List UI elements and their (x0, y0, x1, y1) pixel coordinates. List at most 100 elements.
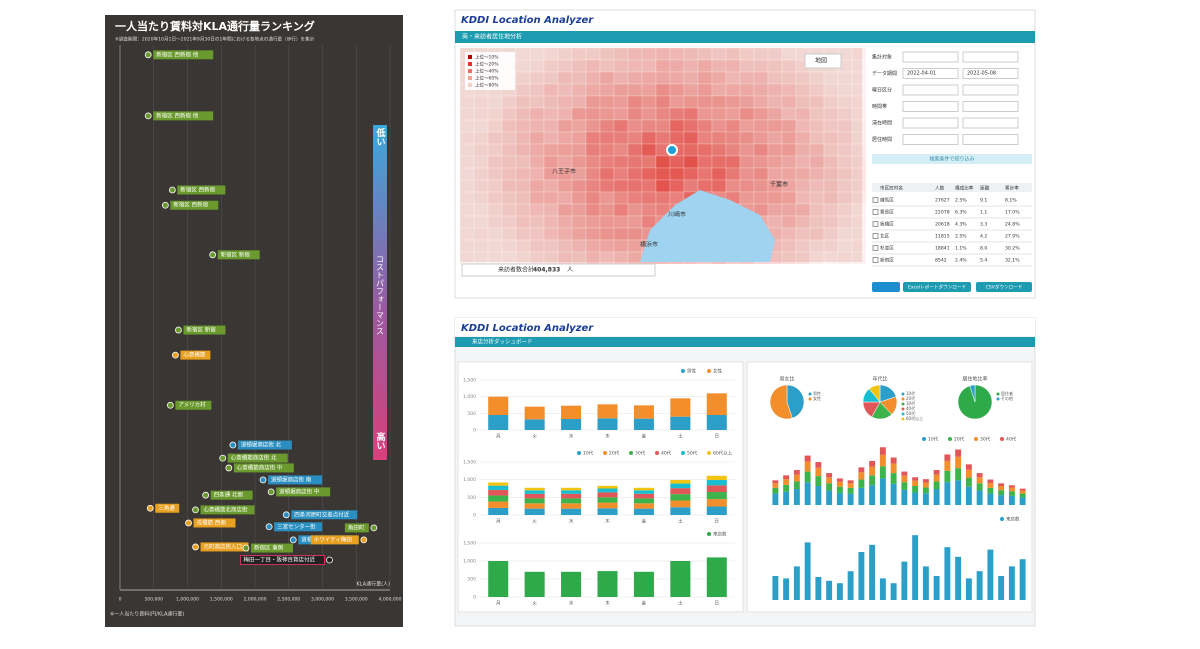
bar (1008, 487, 1015, 492)
bar (836, 486, 843, 493)
map-area (711, 119, 727, 133)
legend-marker (901, 402, 905, 406)
map-area (515, 59, 531, 73)
bar (869, 466, 876, 476)
legend-marker (808, 397, 812, 401)
input[interactable] (962, 134, 1019, 145)
filter-button-label[interactable]: 検索条件で絞り込み (929, 156, 974, 163)
checkbox[interactable] (872, 221, 879, 227)
map-area (851, 239, 867, 253)
y-tick-label: 500 (467, 495, 476, 501)
map-area (557, 251, 573, 265)
y-tick-label: 1,500 (463, 541, 476, 547)
map-area (795, 179, 811, 193)
input[interactable] (962, 117, 1019, 129)
map-area (655, 155, 671, 169)
bar (793, 481, 800, 490)
map-area (823, 227, 839, 241)
bar (1019, 559, 1026, 600)
map-area (753, 155, 769, 169)
bar (955, 556, 962, 600)
input[interactable] (902, 51, 959, 63)
point (144, 51, 152, 59)
x-tick-label: 金 (642, 518, 647, 525)
point-label: 梅田一丁目・阪神百貨店付近 (244, 556, 316, 564)
button[interactable] (872, 282, 900, 292)
input[interactable] (902, 84, 959, 96)
input[interactable] (962, 101, 1019, 112)
table-cell: 20618 (935, 222, 950, 228)
map-area (683, 107, 699, 121)
input[interactable] (902, 68, 959, 79)
checkbox[interactable] (872, 245, 879, 251)
bar (858, 472, 865, 480)
input[interactable] (902, 134, 959, 145)
map-area (697, 131, 713, 145)
map-area (473, 251, 489, 265)
bar (488, 489, 509, 496)
input[interactable] (962, 51, 1019, 63)
y-tick-label: 500 (467, 411, 476, 417)
bar (869, 485, 876, 505)
legend-label: 居住者 (1001, 390, 1013, 396)
input[interactable] (902, 101, 959, 112)
map-area (795, 107, 811, 121)
map-area (529, 107, 545, 121)
date-from[interactable]: 2022-04-01 (907, 71, 936, 77)
map-area (627, 83, 643, 97)
input[interactable] (962, 84, 1019, 96)
checkbox[interactable] (872, 257, 879, 263)
map-area (837, 83, 853, 97)
map-area (487, 131, 503, 145)
date-to[interactable]: 2022-05-08 (967, 71, 996, 77)
tab[interactable]: 来店分析ダッシュボード (472, 338, 533, 346)
legend-label: 20代 (609, 450, 620, 457)
point-label-box (153, 50, 214, 60)
point (168, 186, 176, 194)
checkbox[interactable] (872, 209, 879, 215)
bar (1008, 495, 1015, 505)
button[interactable] (903, 282, 971, 292)
map-type[interactable]: 地図 (815, 57, 827, 65)
csv-button[interactable]: CSVダウンロード (986, 284, 1023, 291)
map-area (823, 119, 839, 133)
input[interactable] (902, 117, 959, 129)
bar (524, 503, 545, 509)
map[interactable]: 上位～10%上位～20%上位～40%上位～60%上位～80% 八王子市川崎市横浜市… (459, 47, 867, 265)
filter-button[interactable] (872, 154, 1032, 164)
map-area (501, 107, 517, 121)
bar (670, 398, 691, 417)
map-area (711, 59, 727, 73)
bar (706, 415, 727, 430)
point-label: 新宿区 西新宿 (180, 185, 215, 193)
map-area (613, 251, 629, 265)
legend-marker (901, 407, 905, 411)
button[interactable] (976, 282, 1032, 292)
map-area (739, 167, 755, 181)
table-cell: 3.3 (980, 222, 987, 228)
map-area (459, 191, 475, 205)
bar (561, 487, 582, 491)
bar (944, 482, 951, 505)
map-area (515, 179, 531, 193)
checkbox[interactable] (872, 197, 879, 203)
bar (944, 460, 951, 471)
input[interactable] (962, 68, 1019, 79)
bar (488, 507, 509, 515)
map-area (851, 59, 867, 73)
bar (793, 470, 800, 475)
point-label-box (153, 111, 214, 121)
point-label-box (274, 522, 323, 532)
map-area (809, 203, 825, 217)
point-label: 新宿区 西新宿 (173, 201, 208, 209)
excel-button[interactable]: Excelレポートダウンロード (908, 284, 966, 291)
map-area (767, 71, 783, 85)
map-area (851, 179, 867, 193)
map-area (473, 239, 489, 253)
map-area (781, 251, 797, 265)
map-area (697, 71, 713, 85)
checkbox[interactable] (872, 233, 879, 239)
map-area (501, 251, 517, 265)
tab[interactable]: 商・来訪者居住地分析 (462, 33, 522, 41)
map-area (683, 119, 699, 133)
